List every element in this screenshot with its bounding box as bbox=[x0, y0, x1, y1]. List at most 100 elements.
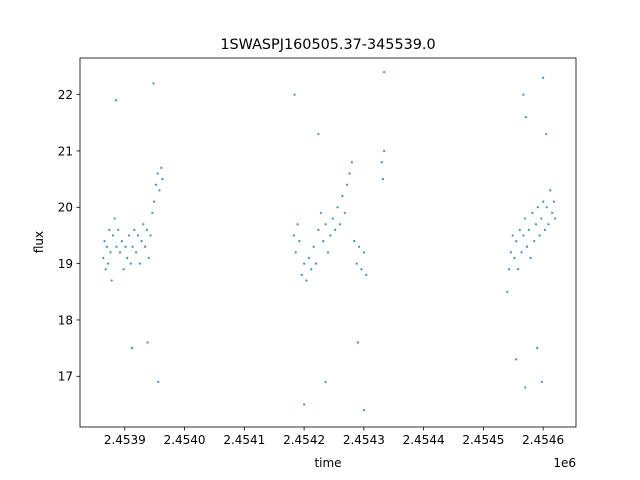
chart-title: 1SWASPJ160505.37-345539.0 bbox=[220, 37, 435, 53]
data-point bbox=[317, 132, 320, 136]
y-axis-label: flux bbox=[32, 231, 46, 253]
data-point bbox=[142, 223, 145, 226]
data-point bbox=[145, 228, 149, 231]
data-point bbox=[156, 172, 159, 175]
data-point bbox=[292, 234, 296, 237]
data-point bbox=[534, 223, 538, 226]
x-tick-label: 2.4546 bbox=[522, 433, 564, 447]
data-point bbox=[552, 200, 555, 203]
data-point bbox=[383, 149, 386, 153]
y-tick-label: 21 bbox=[58, 144, 73, 158]
data-point bbox=[303, 403, 306, 406]
data-point bbox=[136, 234, 140, 237]
data-point bbox=[524, 116, 527, 119]
data-point bbox=[319, 211, 322, 215]
data-point bbox=[108, 228, 111, 231]
data-point bbox=[102, 256, 105, 260]
data-point bbox=[307, 256, 310, 260]
data-point bbox=[130, 347, 134, 350]
data-point bbox=[317, 228, 320, 231]
data-point bbox=[296, 223, 299, 226]
data-point bbox=[540, 380, 544, 384]
data-point bbox=[531, 211, 534, 215]
data-point bbox=[120, 239, 123, 243]
data-point bbox=[324, 380, 327, 384]
data-point bbox=[343, 211, 346, 215]
x-tick-label: 2.4544 bbox=[403, 433, 445, 447]
data-point bbox=[126, 256, 129, 260]
data-point bbox=[336, 206, 339, 209]
data-point bbox=[549, 189, 552, 192]
data-point bbox=[518, 228, 521, 231]
data-point bbox=[153, 200, 156, 203]
data-point bbox=[357, 245, 361, 248]
data-point bbox=[547, 223, 550, 226]
data-point bbox=[152, 82, 155, 85]
x-tick-label: 2.4543 bbox=[343, 433, 385, 447]
data-point bbox=[341, 194, 344, 198]
data-point bbox=[529, 256, 532, 260]
data-point bbox=[124, 245, 127, 248]
x-tick-label: 2.4545 bbox=[462, 433, 504, 447]
data-point bbox=[322, 239, 325, 243]
data-point bbox=[294, 251, 297, 254]
data-point bbox=[542, 200, 545, 203]
data-point bbox=[524, 386, 527, 389]
data-point bbox=[353, 239, 356, 243]
data-point bbox=[303, 262, 306, 265]
data-point bbox=[536, 206, 539, 209]
data-point bbox=[383, 70, 386, 74]
data-point bbox=[160, 166, 163, 169]
data-point bbox=[381, 178, 385, 181]
data-point bbox=[140, 239, 143, 243]
data-point bbox=[122, 268, 125, 271]
x-axis-offset-label: 1e6 bbox=[553, 456, 576, 470]
data-point bbox=[515, 358, 518, 361]
data-point bbox=[118, 251, 122, 254]
x-tick-label: 2.4539 bbox=[104, 433, 146, 447]
data-point bbox=[365, 273, 368, 276]
data-point bbox=[103, 239, 106, 243]
data-point bbox=[147, 256, 150, 260]
data-point bbox=[138, 262, 141, 265]
data-point bbox=[525, 245, 529, 248]
data-point bbox=[293, 93, 296, 96]
data-point bbox=[113, 217, 116, 220]
data-point bbox=[146, 341, 149, 344]
y-axis-ticks: 17 18 19 20 21 22 bbox=[58, 88, 80, 384]
data-point bbox=[538, 234, 541, 237]
x-tick-label: 2.4541 bbox=[223, 433, 265, 447]
y-tick-label: 19 bbox=[58, 257, 73, 271]
data-point bbox=[127, 234, 131, 237]
data-point bbox=[114, 99, 117, 102]
data-point bbox=[106, 262, 110, 265]
data-point bbox=[545, 206, 548, 209]
data-point bbox=[310, 268, 313, 271]
data-point bbox=[149, 234, 152, 237]
data-point bbox=[151, 211, 154, 215]
data-point bbox=[553, 217, 557, 220]
data-point bbox=[305, 279, 308, 282]
data-point bbox=[511, 234, 514, 237]
data-point bbox=[509, 251, 512, 254]
x-axis-label: time bbox=[314, 456, 341, 470]
data-point bbox=[329, 234, 332, 237]
data-point bbox=[111, 234, 114, 237]
data-point bbox=[350, 161, 353, 164]
data-point bbox=[115, 245, 118, 248]
data-point bbox=[551, 211, 554, 215]
data-point bbox=[133, 228, 136, 231]
data-point bbox=[543, 228, 547, 231]
data-point bbox=[300, 273, 303, 276]
data-point bbox=[522, 93, 525, 96]
data-point bbox=[314, 262, 318, 265]
data-point bbox=[131, 245, 134, 248]
data-point bbox=[144, 245, 147, 248]
x-axis-ticks: 2.4539 2.4540 2.4541 2.4542 2.4543 2.4544 2.45… bbox=[104, 427, 564, 447]
data-points bbox=[102, 70, 557, 412]
data-point bbox=[545, 132, 548, 136]
data-point bbox=[158, 189, 161, 192]
x-tick-label: 2.4542 bbox=[283, 433, 325, 447]
